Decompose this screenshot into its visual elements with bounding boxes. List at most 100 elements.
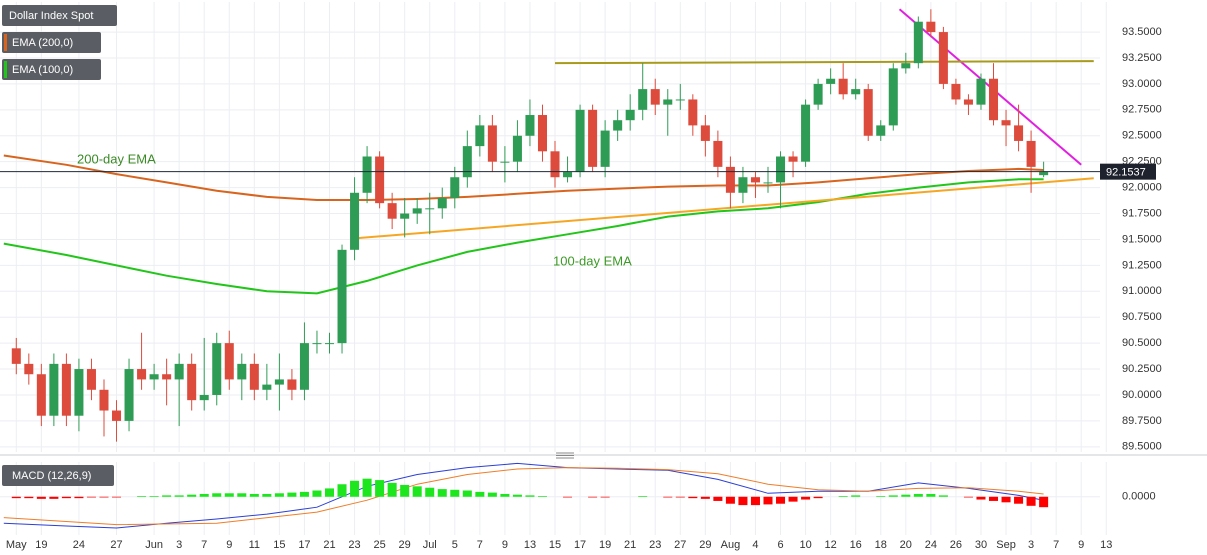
macd-bar [750,496,760,506]
macd-bar [362,478,372,497]
candle-body [525,115,535,136]
candle-body [475,125,485,147]
macd-bar [876,496,886,497]
macd-bar [763,496,773,505]
y-tick-label: 92.5000 [1122,130,1162,142]
macd-bar [675,496,685,498]
macd-bar [112,496,122,498]
candle-body [813,83,823,105]
candle-body [412,208,422,214]
macd-bar [976,496,986,500]
x-tick-label: 21 [323,539,335,551]
y-tick-label: 0.0000 [1122,491,1156,503]
macd-bar [400,484,410,497]
x-tick-label: 9 [226,539,232,551]
x-tick-label: 23 [348,539,360,551]
resize-handle[interactable] [556,452,574,459]
macd-bar [638,496,648,497]
macd-bar [86,496,96,498]
x-tick-label: 17 [574,539,586,551]
x-tick-label: 19 [35,539,47,551]
macd-bar [462,490,472,497]
macd-bar [776,496,786,504]
trend-line [354,177,1094,240]
macd-bar [224,493,234,497]
candle-body [1001,120,1011,126]
macd-bar [1014,496,1024,504]
x-tick-label: 3 [1028,539,1034,551]
x-tick-label: 19 [599,539,611,551]
candle-body [788,156,798,162]
legend-swatch [4,61,7,78]
macd-bar [838,496,848,497]
candle-body [36,374,46,416]
x-tick-label: 3 [176,539,182,551]
x-tick-label: 16 [850,539,862,551]
macd-bar [901,494,911,497]
x-tick-label: 13 [524,539,536,551]
candle-body [938,32,948,84]
legend-box[interactable] [2,32,101,53]
candle-body [324,343,335,345]
y-tick-label: 90.0000 [1122,389,1162,401]
candle-body [11,348,21,364]
candle-body [675,99,685,101]
candle-body [901,63,911,69]
x-tick-label: 13 [1100,539,1112,551]
macd-bar [61,496,71,499]
x-tick-label: 25 [373,539,385,551]
legend-box[interactable] [2,465,114,486]
macd-bar [99,496,109,498]
macd-line [3,467,1044,526]
x-tick-label: 18 [875,539,887,551]
macd-bar [988,496,999,501]
x-tick-label: 7 [477,539,483,551]
macd-bar [312,490,322,497]
x-tick-label: 11 [249,539,260,551]
candle-body [838,78,848,95]
macd-bar [437,489,447,497]
x-tick-label: 9 [1078,539,1084,551]
candle-body [262,384,272,390]
candle-body [212,343,222,395]
macd-bar [525,495,535,497]
macd-bar [149,496,159,497]
legend: Dollar Index Spot EMA (200,0) EMA (100,0… [2,5,117,486]
candle-body [174,363,184,380]
x-tick-label: Aug [721,539,741,551]
candle-body [112,410,122,421]
x-tick-label: May [6,539,27,551]
candle-body [249,363,259,390]
macd-bar [926,493,936,497]
legend-title: Dollar Index Spot [9,10,93,22]
macd-bar [212,493,222,497]
macd-bar [963,496,973,498]
candle-body [625,109,635,121]
y-tick-label: 91.7500 [1122,207,1162,219]
candle-body [863,89,873,136]
candle-body [563,172,573,178]
candle-body [425,208,435,210]
x-tick-label: 23 [649,539,661,551]
candle-body [638,89,648,110]
candle-body [750,177,760,183]
x-tick-label: 6 [777,539,783,551]
macd-bar [274,493,284,497]
legend-box[interactable] [2,59,101,80]
macd-bar [249,493,259,497]
x-tick-label: Sep [996,539,1016,551]
candle-body [663,99,673,105]
macd-bar [11,496,21,499]
candle-body [224,343,234,380]
candle-body [851,89,861,95]
x-tick-label: 15 [549,539,561,551]
macd-bar [375,480,385,497]
macd-bar [162,495,172,497]
legend-box[interactable] [2,5,117,26]
candle-body [49,363,59,416]
x-tick-label: 29 [699,539,711,551]
marks [0,9,1100,508]
candle-body [575,109,585,173]
y-tick-label: 93.0000 [1122,78,1162,90]
